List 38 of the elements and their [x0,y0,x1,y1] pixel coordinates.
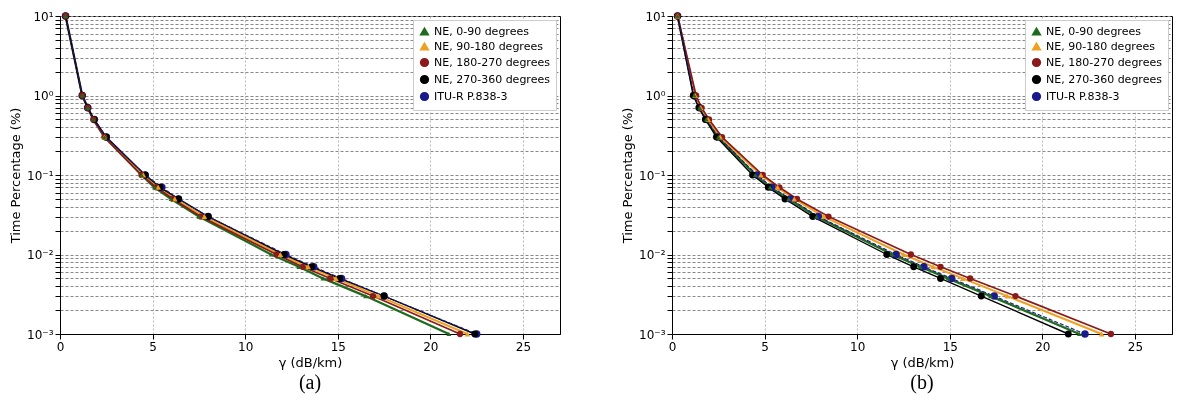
y-tick-label: 10⁻² [639,248,666,262]
y-tick-label: 10⁰ [645,89,666,103]
legend-label: NE, 90-180 degrees [434,39,544,53]
legend-label: NE, 270-360 degrees [434,72,551,86]
text: (b) [910,371,934,394]
x-tick-label: 5 [149,339,157,354]
legend-label: NE, 0-90 degrees [434,24,530,38]
x-tick-label: 25 [515,339,532,354]
y-tick-label: 10⁻¹ [27,168,54,183]
y-tick-label: 10⁻³ [639,327,666,342]
y-axis-title: Time Percentage (%) [8,107,24,245]
x-tick-label: 20 [423,339,439,354]
legend-label: ITU-R P.838-3 [434,89,508,103]
text: (a) [298,371,322,394]
x-tick-label: 10 [238,339,254,354]
x-axis-title: γ (dB/km) [890,354,955,370]
legend-label: NE, 90-180 degrees [1046,39,1156,53]
legend-label: NE, 180-270 degrees [434,55,551,69]
x-tick-label: 15 [942,339,958,354]
legend-label: NE, 180-270 degrees [1046,55,1163,69]
y-tick-label: 10⁰ [33,89,54,103]
x-tick-label: 0 [668,339,677,354]
y-tick-label: 10⁻¹ [639,168,666,183]
y-tick-label: 10¹ [645,9,666,24]
x-tick-label: 10 [850,339,866,354]
x-tick-label: 25 [1127,339,1144,354]
x-tick-label: 20 [1035,339,1051,354]
legend-label: NE, 0-90 degrees [1046,24,1142,38]
x-tick-label: 0 [56,339,65,354]
y-tick-label: 10⁻² [27,248,54,262]
y-axis-title: Time Percentage (%) [620,107,636,245]
legend-label: NE, 270-360 degrees [1046,72,1163,86]
x-tick-label: 5 [761,339,769,354]
legend-label: ITU-R P.838-3 [1046,89,1120,103]
y-tick-label: 10¹ [33,9,54,24]
x-axis-title: γ (dB/km) [278,354,343,370]
y-tick-label: 10⁻³ [27,327,54,342]
x-tick-label: 15 [330,339,346,354]
